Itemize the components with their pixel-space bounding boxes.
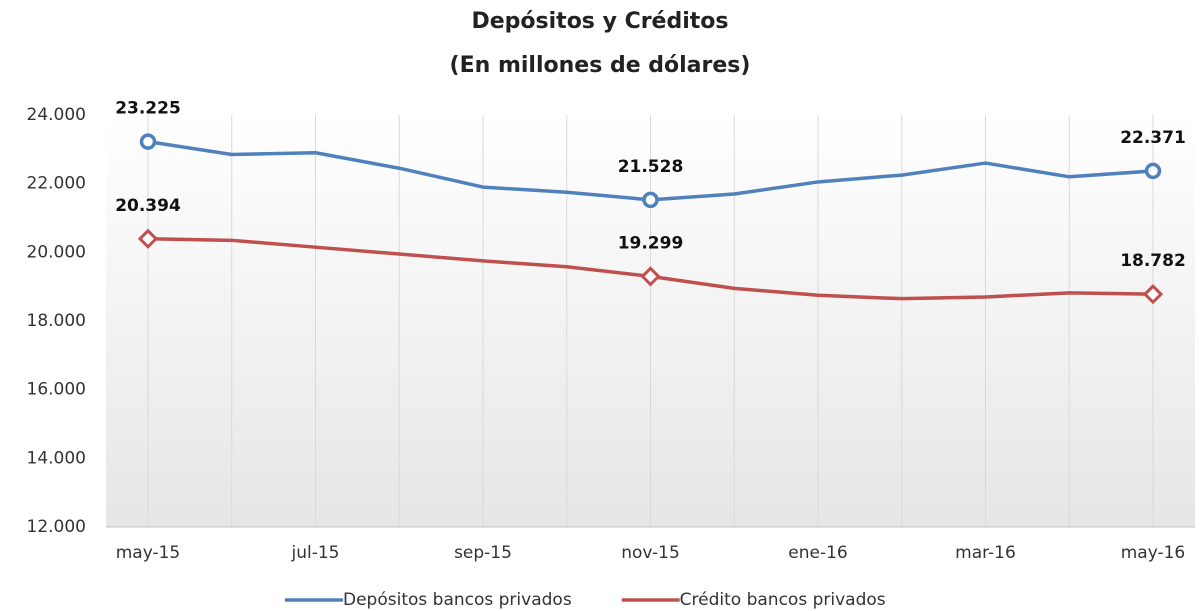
marker: [139, 133, 157, 150]
data-label: 18.782: [1120, 251, 1186, 271]
y-tick-label: 22.000: [27, 174, 86, 194]
x-tick-label: may-16: [1121, 543, 1186, 563]
data-label: 19.299: [618, 233, 684, 253]
marker: [640, 266, 661, 287]
marker: [137, 228, 159, 249]
data-label: 21.528: [618, 157, 684, 177]
y-tick-label: 12.000: [27, 517, 86, 537]
legend-label: Depósitos bancos privados: [343, 590, 572, 610]
y-tick-label: 20.000: [27, 242, 86, 262]
marker: [1142, 284, 1164, 305]
x-tick-label: sep-15: [454, 543, 512, 563]
x-tick-label: jul-15: [291, 543, 340, 563]
data-label: 23.225: [115, 99, 181, 119]
chart-title: Depósitos y Créditos: [472, 9, 729, 34]
y-tick-label: 14.000: [27, 448, 86, 468]
y-tick-label: 16.000: [27, 380, 86, 400]
data-label: 22.371: [1120, 128, 1186, 148]
chart-subtitle: (En millones de dólares): [450, 53, 751, 78]
x-tick-label: nov-15: [621, 543, 680, 563]
x-tick-label: mar-16: [955, 543, 1016, 563]
legend-label: Crédito bancos privados: [680, 590, 886, 610]
y-tick-label: 24.000: [27, 105, 86, 125]
marker: [642, 191, 659, 209]
y-tick-label: 18.000: [27, 311, 86, 331]
marker: [1144, 162, 1162, 180]
x-tick-label: may-15: [116, 543, 181, 563]
data-label: 20.394: [115, 196, 181, 216]
x-tick-label: ene-16: [788, 543, 847, 563]
